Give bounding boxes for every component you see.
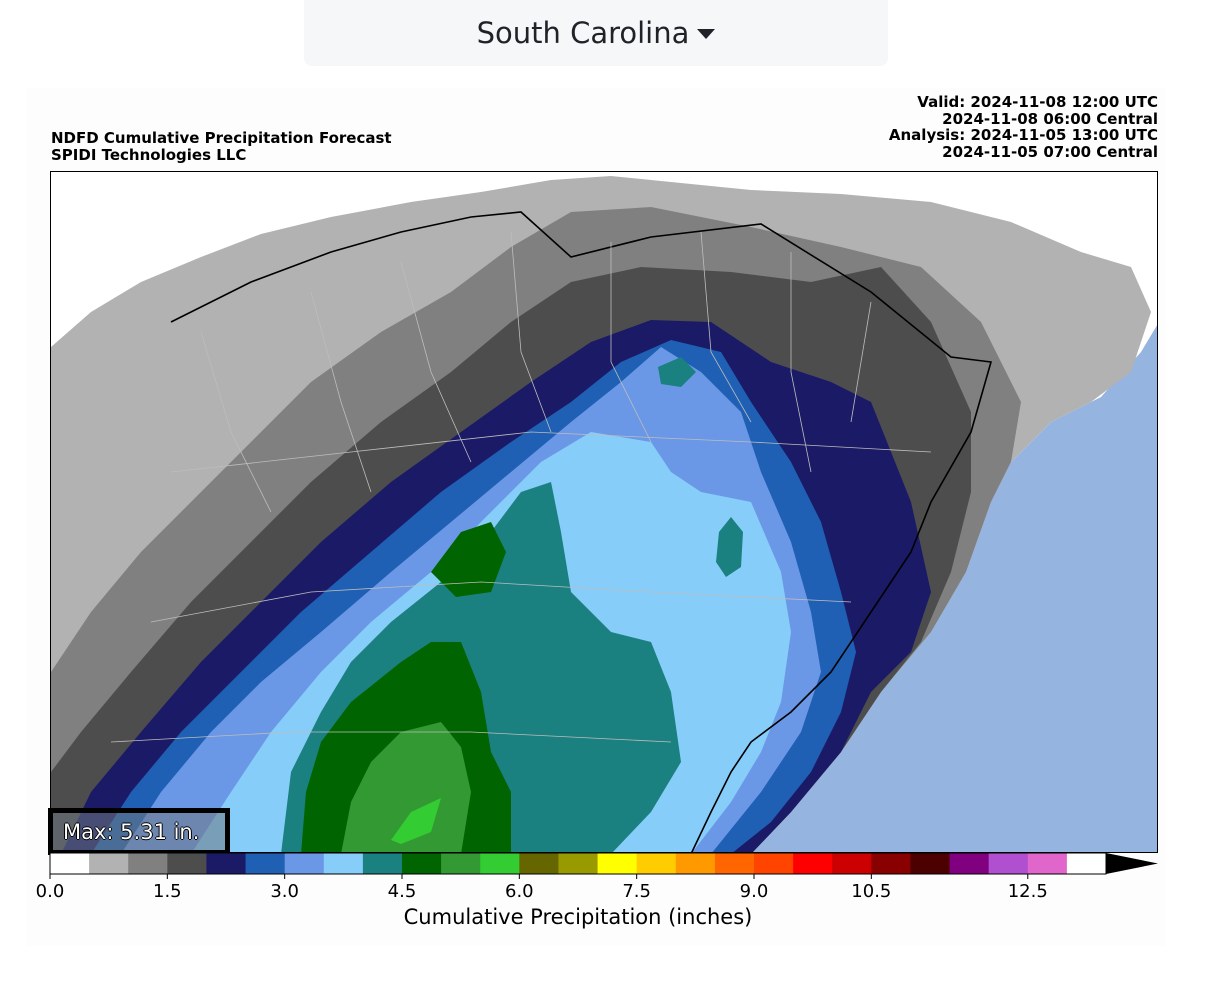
precip-band-4.0-east (716, 517, 743, 577)
analysis-time-central: 2024-11-05 07:00 Central (942, 142, 1158, 161)
analysis-time-utc: Analysis: 2024-11-05 13:00 UTC (888, 126, 1158, 144)
colorbar-tick-label-2: 3.0 (270, 881, 299, 902)
valid-time-utc: Valid: 2024-11-08 12:00 UTC (917, 93, 1158, 111)
figure-time-block: Valid: 2024-11-08 12:00 UTC 2024-11-08 0… (889, 94, 1158, 160)
precipitation-map-svg (51, 172, 1157, 852)
state-selector-dropdown[interactable]: South Carolina (304, 0, 888, 66)
colorbar-title: Cumulative Precipitation (inches) (403, 905, 753, 929)
precipitation-map (50, 171, 1158, 853)
valid-time-central: 2024-11-08 06:00 Central (942, 109, 1158, 128)
precip-band-4.5-north (431, 522, 506, 597)
max-precip-label: Max: 5.31 in. (48, 808, 230, 855)
precip-band-5.0 (341, 722, 471, 852)
state-selector-label: South Carolina (476, 16, 690, 50)
colorbar-tick-label-4: 6.0 (505, 881, 534, 902)
colorbar-tick-label-1: 1.5 (153, 881, 182, 902)
colorbar-tick-label-7: 10.5 (851, 881, 892, 902)
state-border (170, 211, 993, 852)
precip-band-4.0-ne (658, 357, 696, 387)
county-lines (110, 231, 932, 743)
colorbar-tick-label-6: 9.0 (739, 881, 769, 902)
ocean-area (752, 325, 1157, 852)
colorbar-tick-label-3: 4.5 (387, 881, 417, 902)
colorbar-tick-label-5: 7.5 (622, 881, 651, 902)
figure-title: NDFD Cumulative Precipitation Forecast (51, 129, 392, 147)
precip-band-5.5 (391, 798, 441, 844)
colorbar-tick-label-0: 0.0 (35, 881, 65, 902)
caret-down-icon (697, 29, 716, 39)
figure-title-block: NDFD Cumulative Precipitation Forecast S… (51, 130, 392, 163)
figure-credit: SPIDI Technologies LLC (51, 145, 247, 164)
colorbar-tick-label-8: 12.5 (1007, 881, 1048, 902)
